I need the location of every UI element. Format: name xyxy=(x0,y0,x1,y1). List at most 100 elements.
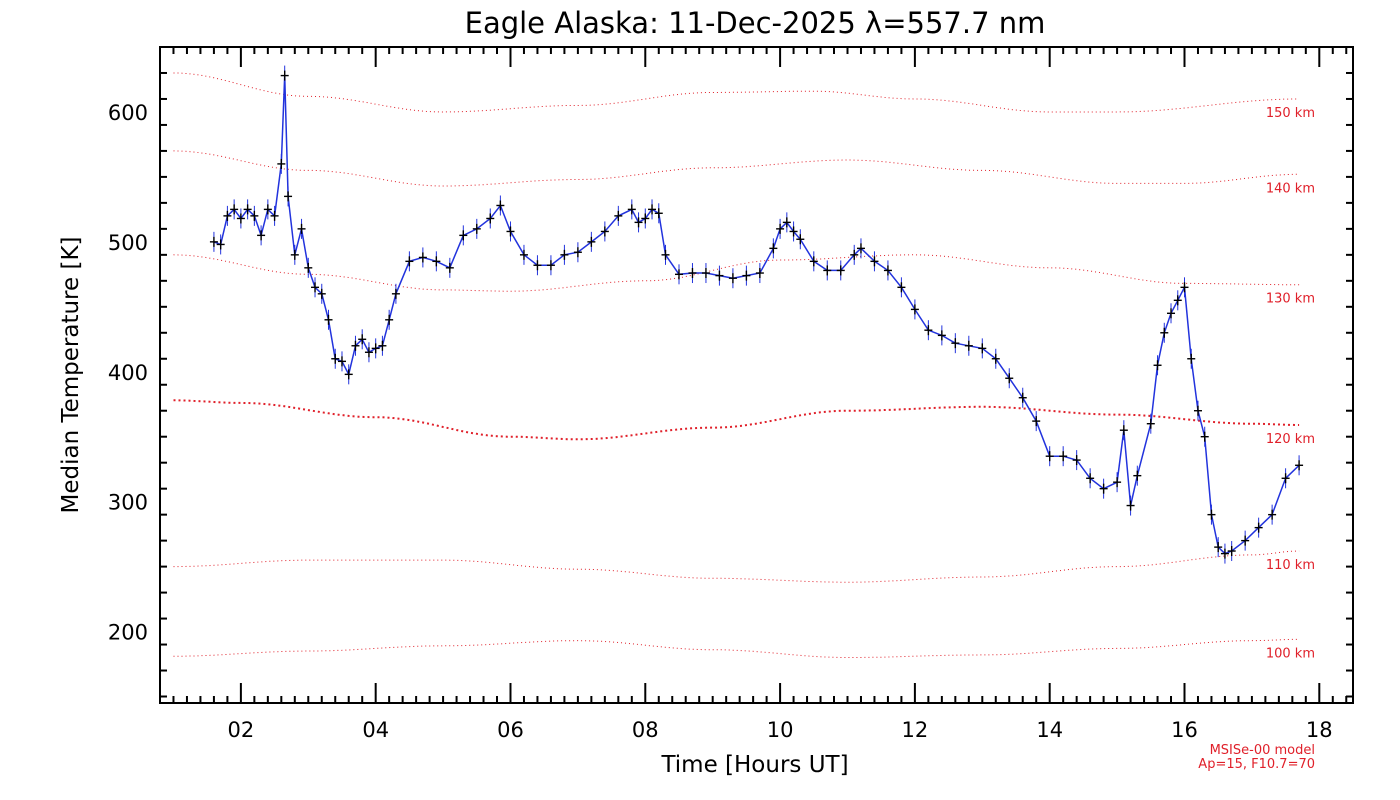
x-tick-label: 18 xyxy=(1306,718,1333,742)
data-point xyxy=(277,153,286,174)
data-point xyxy=(263,199,272,220)
axis-ticks xyxy=(160,46,1353,703)
data-point xyxy=(230,199,239,220)
data-point xyxy=(809,251,818,272)
model-curves xyxy=(173,72,1300,658)
data-point xyxy=(1207,504,1216,525)
data-point xyxy=(1072,450,1081,471)
model-curve-150km xyxy=(173,72,1300,113)
data-point xyxy=(331,348,340,369)
data-point xyxy=(701,263,710,284)
data-point xyxy=(850,244,859,265)
data-point xyxy=(789,221,798,242)
data-point xyxy=(1200,426,1209,447)
data-point xyxy=(856,238,865,259)
x-tick-label: 16 xyxy=(1171,718,1198,742)
y-axis-label: Median Temperature [K] xyxy=(58,237,84,514)
data-point xyxy=(1160,322,1169,343)
data-point xyxy=(223,205,232,226)
data-point xyxy=(432,251,441,272)
altitude-label-120km: 120 km xyxy=(1266,432,1315,447)
data-point xyxy=(317,283,326,304)
data-point xyxy=(1119,420,1128,441)
data-point xyxy=(1254,517,1263,538)
data-point xyxy=(364,342,373,363)
data-point xyxy=(1018,387,1027,408)
plot-frame xyxy=(159,46,1354,704)
data-point xyxy=(910,299,919,320)
data-point xyxy=(351,335,360,356)
data-point xyxy=(1045,446,1054,467)
data-point xyxy=(533,255,542,276)
altitude-label-110km: 110 km xyxy=(1266,558,1315,573)
y-tick-label: 400 xyxy=(108,361,148,385)
model-curve-110km xyxy=(173,550,1300,583)
model-curve-140km xyxy=(173,150,1300,187)
model-note-line-2: Ap=15, F10.7=70 xyxy=(1198,757,1315,772)
x-tick-label: 02 xyxy=(228,718,255,742)
data-point xyxy=(297,218,306,239)
altitude-label-150km: 150 km xyxy=(1266,106,1315,121)
altitude-label-140km: 140 km xyxy=(1266,181,1315,196)
series-line xyxy=(213,75,1300,555)
data-point xyxy=(236,208,245,229)
data-point xyxy=(782,212,791,233)
y-tick-label: 300 xyxy=(108,491,148,515)
data-point xyxy=(796,229,805,250)
data-point xyxy=(280,65,289,86)
data-point xyxy=(728,268,737,289)
data-point xyxy=(209,231,218,252)
data-point xyxy=(1059,446,1068,467)
data-point xyxy=(250,205,259,226)
data-point xyxy=(290,244,299,265)
data-point xyxy=(1193,400,1202,421)
data-point xyxy=(243,199,252,220)
data-point xyxy=(324,309,333,330)
data-point xyxy=(284,186,293,207)
data-point xyxy=(344,364,353,385)
x-tick-label: 08 xyxy=(632,718,659,742)
altitude-labels: 100 km 110 km 120 km 130 km 140 km 150 km xyxy=(1266,106,1315,661)
data-point xyxy=(1167,303,1176,324)
data-point xyxy=(418,247,427,268)
data-point xyxy=(459,225,468,246)
data-point xyxy=(496,195,505,216)
data-point xyxy=(870,251,879,272)
data-point xyxy=(216,234,225,255)
data-point xyxy=(742,265,751,286)
data-point xyxy=(378,335,387,356)
data-point xyxy=(1220,543,1229,564)
chart-title: Eagle Alaska: 11-Dec-2025 λ=557.7 nm xyxy=(465,6,1046,40)
data-point xyxy=(674,264,683,285)
data-point xyxy=(1268,504,1277,525)
altitude-label-100km: 100 km xyxy=(1266,646,1315,661)
data-point xyxy=(1295,455,1304,476)
data-point xyxy=(257,225,266,246)
data-point xyxy=(715,265,724,286)
data-point xyxy=(614,205,623,226)
data-point xyxy=(1227,541,1236,562)
data-point xyxy=(1281,468,1290,489)
data-point xyxy=(358,329,367,350)
data-point xyxy=(371,338,380,359)
data-point xyxy=(641,208,650,229)
data-point xyxy=(1099,478,1108,499)
data-point xyxy=(1086,468,1095,489)
x-tick-label: 12 xyxy=(902,718,929,742)
data-point xyxy=(391,283,400,304)
data-point xyxy=(648,199,657,220)
data-point xyxy=(627,199,636,220)
data-point xyxy=(560,244,569,265)
data-point xyxy=(1187,348,1196,369)
data-point xyxy=(573,242,582,263)
y-tick-label: 200 xyxy=(108,621,148,645)
data-point xyxy=(506,221,515,242)
data-point xyxy=(688,263,697,284)
y-tick-label: 600 xyxy=(108,101,148,125)
data-point xyxy=(769,238,778,259)
data-point xyxy=(776,218,785,239)
data-point xyxy=(600,221,609,242)
x-tick-labels: 02 04 06 08 10 12 14 16 18 xyxy=(228,718,1333,742)
x-tick-label: 14 xyxy=(1036,718,1063,742)
